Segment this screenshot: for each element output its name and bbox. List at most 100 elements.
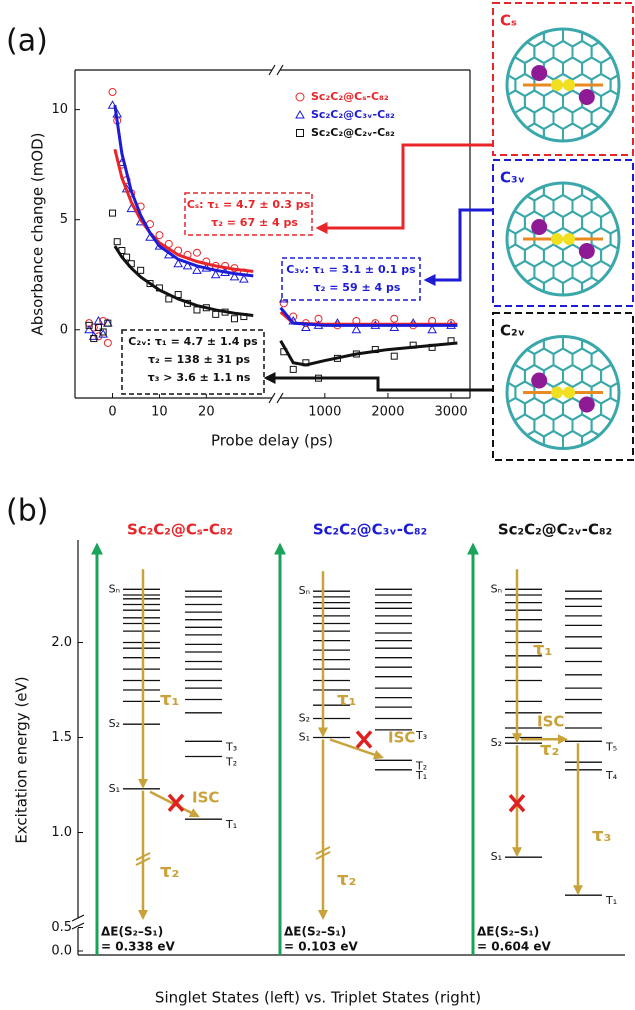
cage-ring [554, 8, 573, 30]
cage-ring [601, 299, 620, 321]
cage-ring [515, 8, 534, 30]
cage-ring [506, 146, 525, 168]
cage-ring [601, 278, 620, 300]
y-axis-title: Absorbance change (mOD) [29, 132, 47, 335]
y-tick-label: 0.5 [51, 920, 72, 935]
column-title: Sc₂C₂@C₃ᵥ-C₈₂ [313, 521, 427, 539]
cage-ring [487, 91, 506, 113]
y-tick-label: 10 [51, 102, 68, 117]
y-tick-label: 5 [60, 212, 68, 227]
scandium [531, 65, 547, 81]
cage-ring [468, 0, 487, 14]
transition-label: τ₁ [533, 639, 552, 660]
cage-ring [496, 448, 515, 470]
y-tick-label: 1.5 [51, 730, 72, 745]
level-label: S₂ [109, 717, 120, 730]
cage-ring [496, 140, 515, 162]
panel-label: (a) [6, 24, 48, 59]
transition-label: ISC [537, 713, 564, 731]
cage-ring [611, 8, 630, 30]
level-label: T₂ [225, 756, 237, 769]
level-label: T₅ [605, 740, 617, 753]
data-point [280, 300, 287, 307]
cage-ring [468, 464, 487, 486]
cage-ring [515, 140, 534, 162]
fullerene [458, 283, 635, 503]
data-point [104, 339, 111, 346]
cage-ring [620, 464, 635, 486]
cage-ring [554, 162, 573, 184]
cage-ring [544, 146, 563, 168]
scandium [531, 373, 547, 389]
annotation-text: τ₂ = 67 ± 4 ps [211, 216, 298, 229]
cage-ring [506, 124, 525, 146]
legend-marker [296, 111, 304, 118]
level-label: T₄ [605, 769, 618, 782]
cage-ring [582, 299, 601, 321]
annotation-text: τ₃ > 3.6 ± 1.1 ns [148, 371, 251, 384]
data-point [213, 311, 219, 317]
cage-ring [611, 448, 630, 470]
cage-ring [458, 283, 477, 305]
level-label: Sₙ [299, 584, 310, 597]
data-point [110, 210, 116, 216]
cage-ring [458, 294, 477, 316]
transition-arrow [330, 740, 382, 758]
scandium [579, 397, 595, 413]
cage-ring [458, 327, 477, 349]
transition-label: τ₂ [160, 861, 179, 882]
column-title: Sc₂C₂@C₂ᵥ-C₈₂ [498, 521, 612, 539]
data-point [114, 239, 120, 245]
cage-ring [525, 146, 544, 168]
cage-ring [534, 8, 553, 30]
figure: (a) Probe delay (ps) Absorbance change (… [0, 0, 635, 1010]
annotation-text: C₃ᵥ: τ₁ = 3.1 ± 0.1 ps [286, 263, 416, 276]
cage-ring [611, 283, 630, 305]
cage-ring [458, 140, 477, 162]
cage-ring [573, 481, 592, 503]
cage-ring [573, 8, 592, 30]
cage-ring [592, 448, 611, 470]
cage-ring [477, 481, 496, 503]
level-label: T₁ [605, 894, 617, 907]
cage-ring [611, 162, 630, 184]
transition-label: τ₃ [592, 825, 611, 846]
cage-ring [515, 448, 534, 470]
cage-ring [458, 162, 477, 184]
level-label: S₂ [299, 712, 310, 725]
fullerene [458, 129, 635, 349]
cage-ring [601, 25, 620, 47]
y-tick-label: 0.0 [51, 944, 72, 959]
carbon [563, 233, 575, 245]
annotation-text: C₂ᵥ: τ₁ = 4.7 ± 1.4 ps [128, 335, 258, 348]
fit-line [281, 308, 458, 326]
scandium [531, 219, 547, 235]
cage-ring [554, 448, 573, 470]
data-point [193, 249, 200, 256]
level-label: S₁ [491, 850, 502, 863]
cage-ring [487, 398, 506, 420]
cage-ring [554, 140, 573, 162]
y-tick-label: 2.0 [51, 635, 72, 650]
cage-ring [487, 146, 506, 168]
transition-label: ISC [192, 789, 219, 807]
scandium [579, 89, 595, 105]
fullerene [458, 0, 635, 195]
cage-ring [487, 278, 506, 300]
cage-ring [573, 162, 592, 184]
cage-ring [573, 448, 592, 470]
cage-ring [544, 464, 563, 486]
cage-ring [611, 140, 630, 162]
cage-ring [582, 464, 601, 486]
cage-ring [544, 299, 563, 321]
cage-ring [487, 464, 506, 486]
cage-ring [611, 481, 630, 503]
cage-ring [487, 431, 506, 453]
fit-line [281, 341, 458, 365]
data-point [109, 89, 116, 96]
annotation-text: Cₛ: τ₁ = 4.7 ± 0.3 ps [187, 198, 311, 211]
cage-ring [630, 481, 635, 503]
delta-value: = 0.338 eV [101, 940, 176, 954]
data-point [156, 232, 163, 239]
x-tick-label: 3000 [435, 405, 468, 420]
